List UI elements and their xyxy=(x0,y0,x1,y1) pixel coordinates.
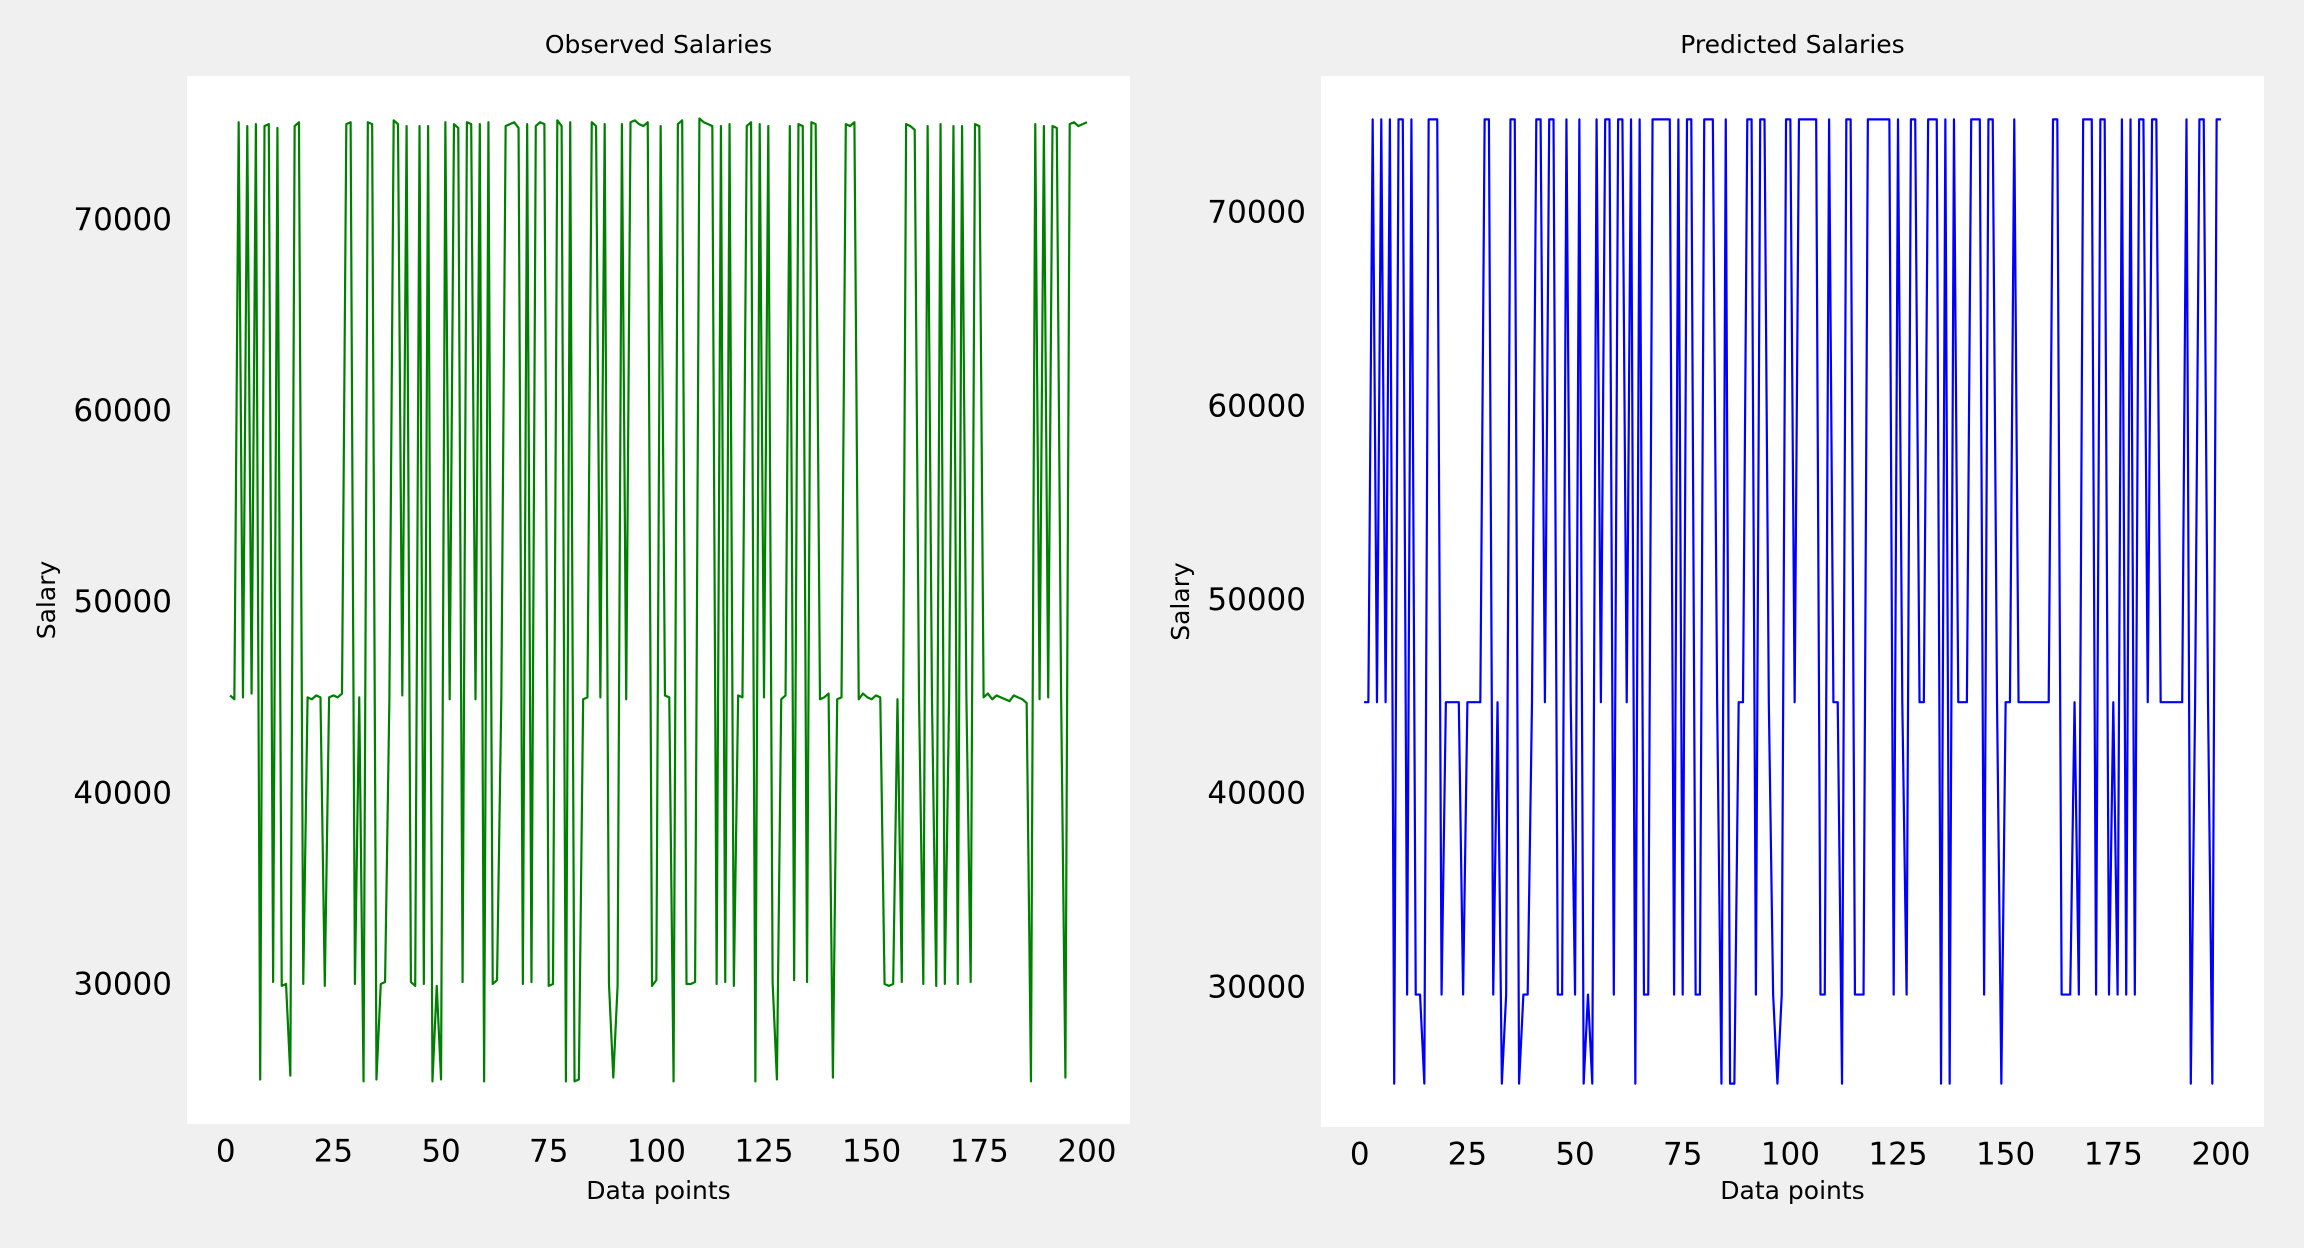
x-tick-label: 175 xyxy=(2084,1137,2143,1173)
x-tick-label: 100 xyxy=(627,1134,686,1170)
x-tick-label: 100 xyxy=(1761,1137,1820,1173)
x-tick-label: 25 xyxy=(314,1134,353,1170)
y-tick-label: 30000 xyxy=(1207,969,1306,1005)
y-axis-label: Salary xyxy=(32,561,61,640)
x-tick-label: 150 xyxy=(1976,1137,2035,1173)
data-line xyxy=(1364,118,2221,1085)
x-tick-label: 0 xyxy=(216,1134,236,1170)
x-axis-label: Data points xyxy=(1720,1176,1864,1205)
x-tick-label: 75 xyxy=(1663,1137,1702,1173)
y-tick-label: 40000 xyxy=(73,775,172,811)
x-tick-label: 50 xyxy=(1555,1137,1594,1173)
x-tick-label: 200 xyxy=(1057,1134,1116,1170)
y-tick-label: 50000 xyxy=(73,584,172,620)
y-tick-label: 70000 xyxy=(73,202,172,238)
x-axis-label: Data points xyxy=(586,1176,730,1205)
x-tick-label: 150 xyxy=(842,1134,901,1170)
y-tick-label: 30000 xyxy=(73,966,172,1002)
x-tick-label: 125 xyxy=(734,1134,793,1170)
x-tick-label: 125 xyxy=(1868,1137,1927,1173)
x-tick-label: 200 xyxy=(2191,1137,2250,1173)
x-tick-label: 75 xyxy=(529,1134,568,1170)
chart-title: Observed Salaries xyxy=(545,30,772,59)
y-tick-label: 40000 xyxy=(1207,776,1306,812)
data-line xyxy=(229,117,1088,1083)
y-tick-label: 60000 xyxy=(1207,388,1306,424)
chart-title: Predicted Salaries xyxy=(1680,30,1904,59)
x-tick-label: 0 xyxy=(1350,1137,1370,1173)
x-tick-label: 25 xyxy=(1448,1137,1487,1173)
y-tick-label: 50000 xyxy=(1207,582,1306,618)
x-tick-label: 50 xyxy=(421,1134,460,1170)
y-tick-label: 70000 xyxy=(1207,195,1306,231)
y-tick-label: 60000 xyxy=(73,393,172,429)
x-tick-label: 175 xyxy=(950,1134,1009,1170)
y-axis-label: Salary xyxy=(1166,562,1195,641)
